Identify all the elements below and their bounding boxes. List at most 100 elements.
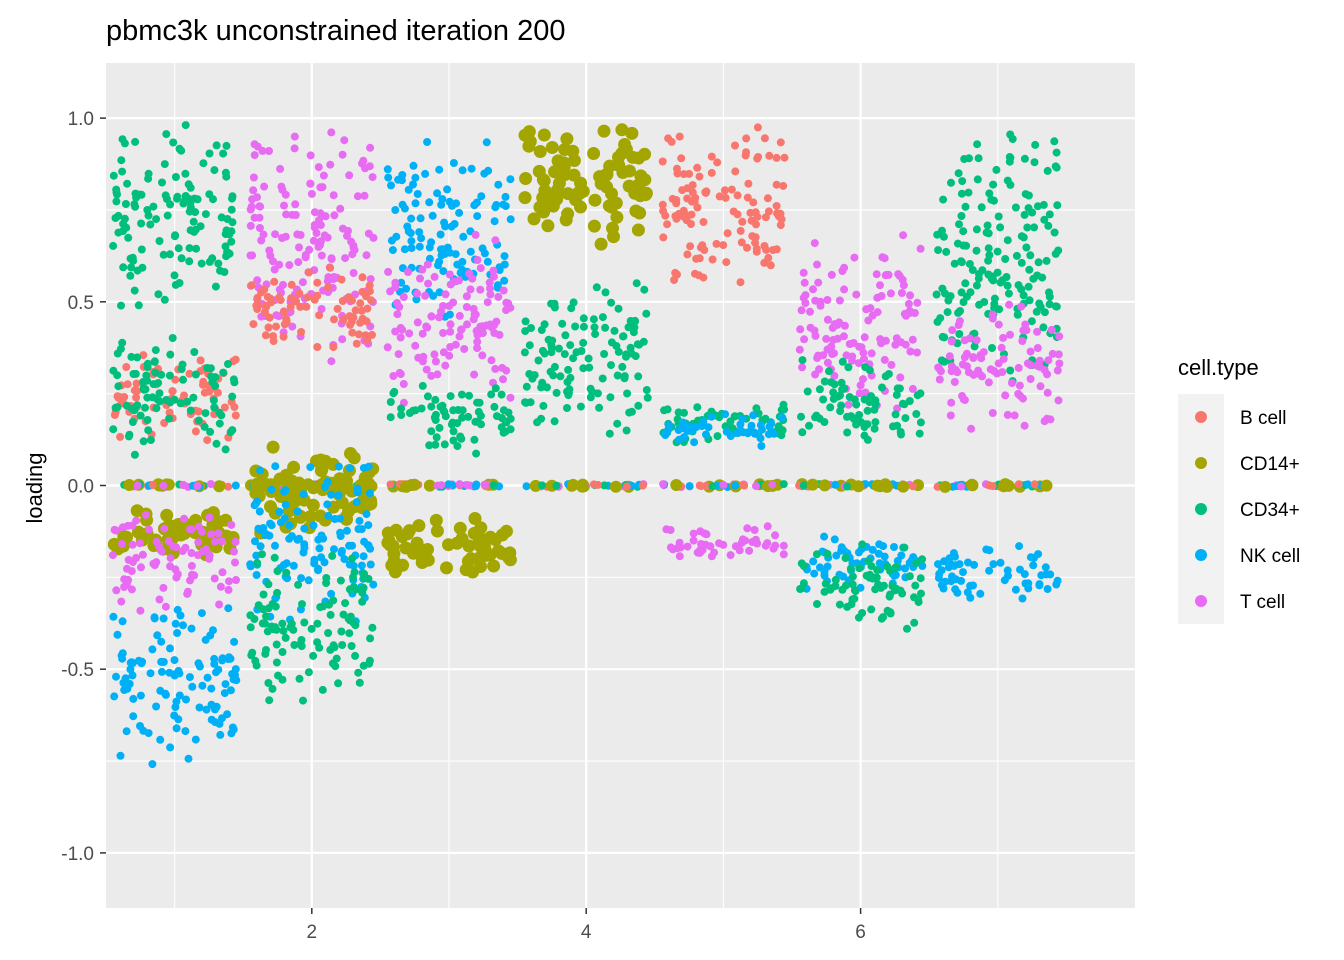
data-point (446, 327, 455, 336)
data-point (418, 329, 427, 338)
data-point (272, 322, 280, 331)
data-point (893, 557, 902, 565)
data-point (326, 160, 335, 169)
data-point (254, 601, 263, 610)
data-point (731, 167, 740, 176)
data-point (865, 570, 874, 579)
data-point (470, 310, 479, 319)
data-point (835, 600, 844, 609)
data-point (250, 501, 259, 510)
data-point (586, 384, 595, 393)
data-point (389, 372, 398, 380)
data-point (840, 285, 849, 294)
data-point (444, 480, 453, 489)
data-point (1051, 302, 1060, 311)
data-point (132, 379, 141, 388)
data-point (501, 417, 510, 426)
data-point (334, 491, 343, 500)
data-point (338, 150, 347, 159)
data-point (423, 479, 436, 492)
data-point (538, 186, 552, 200)
data-point (441, 222, 450, 231)
data-point (337, 275, 346, 284)
data-point (450, 277, 459, 286)
data-point (272, 311, 281, 320)
data-point (440, 440, 449, 449)
data-point (686, 242, 695, 251)
data-point (229, 375, 238, 384)
data-point (1006, 180, 1015, 189)
data-point (858, 540, 867, 549)
data-point (472, 480, 481, 489)
data-point (118, 540, 126, 548)
data-point (533, 418, 542, 427)
data-point (489, 481, 498, 490)
data-point (138, 657, 147, 666)
data-point (962, 292, 971, 301)
data-point (970, 342, 979, 351)
data-point (702, 430, 710, 439)
data-point (962, 349, 971, 358)
data-point (797, 412, 805, 421)
data-point (360, 537, 369, 546)
data-point (313, 291, 322, 300)
data-point (128, 671, 137, 680)
data-point (871, 479, 884, 492)
data-point (340, 136, 349, 145)
legend-swatch (1195, 549, 1207, 561)
data-point (708, 482, 717, 491)
data-point (407, 214, 416, 223)
data-point (431, 357, 440, 366)
data-point (144, 426, 153, 435)
data-point (799, 481, 808, 490)
data-point (109, 612, 118, 621)
data-point (634, 401, 643, 410)
data-point (440, 561, 453, 575)
data-point (262, 302, 271, 311)
data-point (290, 132, 299, 141)
data-point (591, 330, 600, 339)
data-point (840, 263, 849, 272)
data-point (310, 208, 319, 217)
data-point (521, 327, 530, 336)
data-point (1040, 479, 1053, 492)
data-point (366, 275, 375, 284)
data-point (493, 281, 502, 290)
data-point (603, 159, 617, 173)
data-point (369, 233, 378, 242)
data-point (876, 335, 885, 344)
data-point (974, 274, 983, 283)
data-point (860, 333, 869, 342)
data-point (249, 173, 258, 182)
data-point (638, 173, 652, 187)
data-point (605, 200, 619, 214)
data-point (268, 684, 277, 693)
data-point (953, 239, 962, 248)
data-point (955, 560, 964, 569)
data-point (110, 692, 119, 701)
data-point (165, 408, 174, 417)
data-point (521, 398, 529, 407)
data-point (674, 408, 683, 417)
data-point (726, 432, 735, 440)
data-point (255, 507, 264, 516)
data-point (834, 392, 842, 401)
data-point (155, 595, 164, 604)
data-point (1030, 223, 1039, 232)
data-point (280, 201, 288, 210)
data-point (567, 478, 580, 491)
data-point (539, 401, 548, 410)
data-point (130, 450, 139, 459)
data-point (128, 659, 137, 667)
data-point (622, 482, 631, 491)
data-point (715, 539, 723, 548)
data-point (281, 486, 290, 495)
data-point (209, 626, 217, 635)
data-point (323, 500, 332, 509)
data-point (772, 153, 781, 162)
data-point (161, 602, 170, 611)
data-point (550, 417, 559, 426)
data-point (170, 232, 179, 241)
data-point (462, 303, 471, 311)
x-tick-label: 6 (855, 922, 866, 943)
